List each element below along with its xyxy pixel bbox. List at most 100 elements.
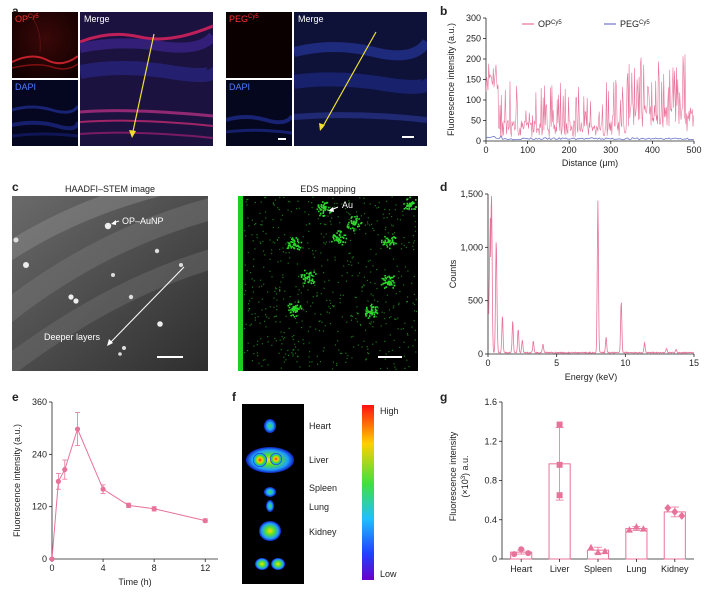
eds-dot xyxy=(284,290,286,292)
eds-dot xyxy=(316,292,318,294)
eds-cluster-dot xyxy=(298,307,300,310)
eds-dot xyxy=(356,321,358,323)
eds-cluster-dot xyxy=(370,312,373,315)
eds-dot xyxy=(269,306,271,308)
eds-dot xyxy=(346,211,348,213)
eds-dot xyxy=(378,201,380,204)
eds-dot xyxy=(407,346,409,348)
eds-dot xyxy=(366,346,368,348)
eds-dot xyxy=(269,270,271,272)
eds-cluster-dot xyxy=(366,312,368,314)
eds-cluster-dot xyxy=(389,276,391,279)
eds-dot xyxy=(325,241,327,243)
deeper-layers-label: Deeper layers xyxy=(44,332,101,342)
eds-dot xyxy=(282,274,284,276)
eds-cluster-dot xyxy=(297,301,300,303)
eds-dot xyxy=(282,247,284,249)
eds-cluster-dot xyxy=(306,272,308,275)
eds-dot xyxy=(413,320,415,322)
eds-dot xyxy=(254,201,256,204)
g-point xyxy=(664,503,672,512)
eds-dot xyxy=(245,290,247,292)
eds-cluster-dot xyxy=(293,244,296,246)
eds-dot xyxy=(380,248,382,250)
eds-dot xyxy=(322,330,324,332)
eds-dot xyxy=(247,217,249,219)
eds-dot xyxy=(377,300,379,303)
eds-dot xyxy=(413,249,415,251)
eds-dot xyxy=(414,226,416,228)
e-ytick-label: 120 xyxy=(32,502,47,512)
eds-dot xyxy=(324,243,326,245)
eds-cluster-dot xyxy=(370,303,373,306)
eds-dot xyxy=(325,233,327,235)
eds-dot xyxy=(333,306,335,308)
panel-letter-f: f xyxy=(232,390,236,404)
eds-cluster-dot xyxy=(350,217,353,219)
eds-dot xyxy=(367,300,369,302)
eds-dot xyxy=(304,211,306,213)
eds-dot xyxy=(274,290,276,292)
eds-dot xyxy=(348,200,350,202)
eds-dot xyxy=(329,206,331,208)
eds-dot xyxy=(393,305,395,307)
eds-dot xyxy=(320,233,322,235)
eds-cluster-dot xyxy=(298,248,301,251)
panel-letter-d: d xyxy=(440,180,448,194)
eds-dot xyxy=(247,310,249,312)
eds-dot xyxy=(275,288,277,290)
eds-dot xyxy=(303,309,305,311)
eds-dot xyxy=(279,196,281,199)
eds-cluster-dot xyxy=(383,243,386,246)
eds-dot xyxy=(406,333,409,335)
g-point xyxy=(671,507,679,516)
eds-dot xyxy=(319,361,321,363)
eds-dot xyxy=(279,339,281,341)
eds-dot xyxy=(272,219,274,221)
eds-cluster-dot xyxy=(296,307,298,309)
colorbar xyxy=(362,405,374,580)
peg-label-text: PEG xyxy=(229,14,249,24)
eds-dot xyxy=(298,275,300,277)
eds-dot xyxy=(369,224,371,226)
eds-dot xyxy=(253,280,255,282)
eds-cluster-dot xyxy=(383,242,386,245)
eds-dot xyxy=(386,294,388,296)
eds-cluster-dot xyxy=(384,287,386,289)
colorbar-low-label: Low xyxy=(380,569,397,579)
eds-dot xyxy=(414,230,417,232)
eds-cluster-dot xyxy=(413,208,415,210)
eds-dot xyxy=(355,228,357,230)
e-xtick-label: 8 xyxy=(152,563,157,573)
eds-cluster-dot xyxy=(373,315,376,317)
eds-cluster-dot xyxy=(335,238,338,240)
eds-dot xyxy=(356,312,358,314)
eds-dot xyxy=(350,315,352,317)
eds-dot xyxy=(323,347,325,349)
eds-dot xyxy=(400,328,402,330)
eds-dot xyxy=(274,199,277,201)
eds-dot xyxy=(349,214,351,216)
eds-dot xyxy=(316,294,318,297)
eds-dot xyxy=(332,305,334,307)
eds-cluster-dot xyxy=(357,223,360,226)
eds-dot xyxy=(327,215,329,217)
eds-cluster-dot xyxy=(320,203,323,206)
eds-dot xyxy=(407,270,409,272)
eds-cluster-dot xyxy=(338,233,341,236)
eds-dot xyxy=(399,219,401,221)
eds-cluster-dot xyxy=(374,306,377,308)
eds-dot xyxy=(403,244,405,247)
eds-dot xyxy=(252,265,255,267)
eds-dot xyxy=(312,302,314,304)
eds-dot xyxy=(355,318,357,320)
organ-label-heart: Heart xyxy=(309,421,332,431)
eds-cluster-dot xyxy=(296,308,298,311)
eds-cluster-dot xyxy=(288,306,291,309)
eds-dot xyxy=(313,256,316,258)
eds-dot xyxy=(363,340,365,342)
eds-cluster-dot xyxy=(386,281,388,284)
eds-dot xyxy=(388,209,391,211)
eds-dot xyxy=(288,327,290,329)
eds-dot xyxy=(366,221,369,223)
